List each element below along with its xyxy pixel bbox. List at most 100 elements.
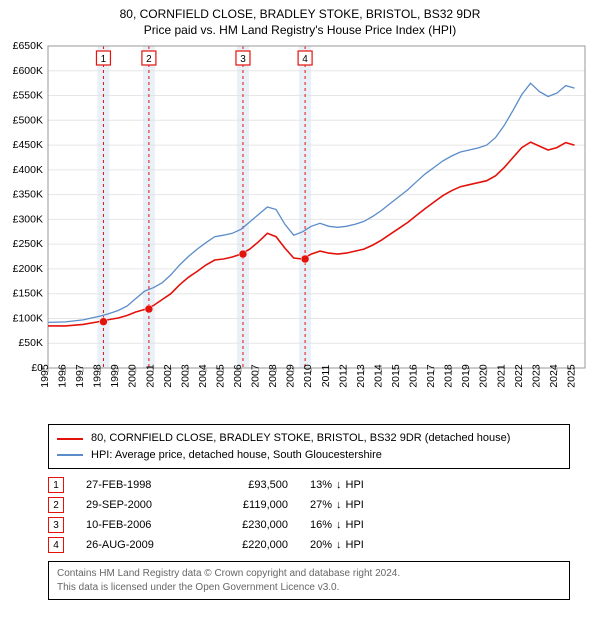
legend-swatch [57, 454, 83, 456]
footnote: Contains HM Land Registry data © Crown c… [48, 561, 570, 600]
svg-text:2007: 2007 [250, 365, 262, 389]
svg-text:1999: 1999 [109, 365, 121, 389]
svg-text:1996: 1996 [57, 365, 69, 389]
sales-row-num: 4 [48, 537, 64, 553]
sale-point [99, 318, 107, 326]
svg-text:2000: 2000 [127, 365, 139, 389]
sale-label-num: 3 [240, 54, 246, 65]
delta-vs: HPI [346, 499, 364, 511]
svg-text:2013: 2013 [355, 365, 367, 389]
svg-text:2025: 2025 [565, 365, 577, 389]
svg-text:2015: 2015 [390, 365, 402, 389]
sales-row-date: 10-FEB-2006 [86, 519, 186, 531]
sale-point [239, 250, 247, 258]
svg-text:2014: 2014 [372, 365, 384, 389]
sales-row: 1 27-FEB-1998 £93,500 13% ↓ HPI [48, 475, 570, 495]
sales-row: 2 29-SEP-2000 £119,000 27% ↓ HPI [48, 495, 570, 515]
delta-pct: 16% [310, 519, 332, 531]
arrow-down-icon: ↓ [336, 519, 342, 531]
svg-text:£450K: £450K [13, 139, 43, 151]
sales-row-num: 2 [48, 497, 64, 513]
svg-text:2012: 2012 [337, 365, 349, 389]
svg-text:2021: 2021 [495, 365, 507, 389]
svg-text:2009: 2009 [285, 365, 297, 389]
svg-text:2020: 2020 [478, 365, 490, 389]
sales-row-price: £220,000 [208, 539, 288, 551]
sale-label-num: 1 [101, 54, 107, 65]
svg-text:2001: 2001 [144, 365, 156, 389]
legend-row: 80, CORNFIELD CLOSE, BRADLEY STOKE, BRIS… [57, 430, 561, 447]
sales-row-delta: 16% ↓ HPI [310, 519, 364, 531]
svg-text:1998: 1998 [92, 365, 104, 389]
delta-pct: 20% [310, 539, 332, 551]
delta-vs: HPI [346, 519, 364, 531]
svg-text:2004: 2004 [197, 365, 209, 389]
svg-text:2024: 2024 [548, 365, 560, 389]
svg-text:2002: 2002 [162, 365, 174, 389]
svg-text:2016: 2016 [408, 365, 420, 389]
svg-text:£350K: £350K [13, 189, 43, 201]
svg-text:2018: 2018 [443, 365, 455, 389]
sales-row-price: £93,500 [208, 479, 288, 491]
sales-row-num: 1 [48, 477, 64, 493]
delta-vs: HPI [346, 479, 364, 491]
svg-text:£200K: £200K [13, 263, 43, 275]
sale-point [301, 255, 309, 263]
svg-text:£500K: £500K [13, 115, 43, 127]
svg-text:£250K: £250K [13, 239, 43, 251]
sale-point [145, 305, 153, 313]
svg-text:£100K: £100K [13, 313, 43, 325]
svg-text:2003: 2003 [179, 365, 191, 389]
arrow-down-icon: ↓ [336, 499, 342, 511]
svg-text:£650K: £650K [13, 40, 43, 52]
chart-area: £0£50K£100K£150K£200K£250K£300K£350K£400… [0, 38, 600, 418]
svg-text:£400K: £400K [13, 164, 43, 176]
sales-row-date: 29-SEP-2000 [86, 499, 186, 511]
legend-label: 80, CORNFIELD CLOSE, BRADLEY STOKE, BRIS… [91, 430, 510, 447]
footnote-line1: Contains HM Land Registry data © Crown c… [57, 567, 561, 581]
legend-label: HPI: Average price, detached house, Sout… [91, 447, 382, 464]
arrow-down-icon: ↓ [336, 539, 342, 551]
svg-text:1995: 1995 [39, 365, 51, 389]
svg-text:£150K: £150K [13, 288, 43, 300]
svg-text:2010: 2010 [302, 365, 314, 389]
svg-text:2023: 2023 [530, 365, 542, 389]
delta-pct: 13% [310, 479, 332, 491]
chart-title: 80, CORNFIELD CLOSE, BRADLEY STOKE, BRIS… [0, 0, 600, 38]
legend-swatch [57, 438, 83, 440]
legend: 80, CORNFIELD CLOSE, BRADLEY STOKE, BRIS… [48, 424, 570, 469]
sales-row-delta: 13% ↓ HPI [310, 479, 364, 491]
title-line2: Price paid vs. HM Land Registry's House … [0, 22, 600, 38]
sale-label-num: 4 [302, 54, 308, 65]
sales-row-delta: 27% ↓ HPI [310, 499, 364, 511]
svg-text:2006: 2006 [232, 365, 244, 389]
svg-text:£300K: £300K [13, 214, 43, 226]
sales-row-date: 27-FEB-1998 [86, 479, 186, 491]
delta-pct: 27% [310, 499, 332, 511]
sales-row-price: £230,000 [208, 519, 288, 531]
svg-text:2017: 2017 [425, 365, 437, 389]
svg-text:2005: 2005 [214, 365, 226, 389]
legend-row: HPI: Average price, detached house, Sout… [57, 447, 561, 464]
sales-row-num: 3 [48, 517, 64, 533]
svg-text:2008: 2008 [267, 365, 279, 389]
sales-row: 4 26-AUG-2009 £220,000 20% ↓ HPI [48, 535, 570, 555]
sales-row-delta: 20% ↓ HPI [310, 539, 364, 551]
svg-text:2011: 2011 [320, 365, 332, 388]
svg-text:£550K: £550K [13, 90, 43, 102]
sales-row-date: 26-AUG-2009 [86, 539, 186, 551]
svg-text:£600K: £600K [13, 65, 43, 77]
delta-vs: HPI [346, 539, 364, 551]
footnote-line2: This data is licensed under the Open Gov… [57, 581, 561, 595]
title-line1: 80, CORNFIELD CLOSE, BRADLEY STOKE, BRIS… [0, 6, 600, 22]
sale-label-num: 2 [146, 54, 152, 65]
svg-text:2022: 2022 [513, 365, 525, 389]
series-hpi [48, 84, 575, 323]
arrow-down-icon: ↓ [336, 479, 342, 491]
sales-row-price: £119,000 [208, 499, 288, 511]
svg-text:£50K: £50K [18, 338, 43, 350]
svg-text:1997: 1997 [74, 365, 86, 389]
chart-svg: £0£50K£100K£150K£200K£250K£300K£350K£400… [0, 38, 600, 418]
svg-text:2019: 2019 [460, 365, 472, 389]
sales-row: 3 10-FEB-2006 £230,000 16% ↓ HPI [48, 515, 570, 535]
